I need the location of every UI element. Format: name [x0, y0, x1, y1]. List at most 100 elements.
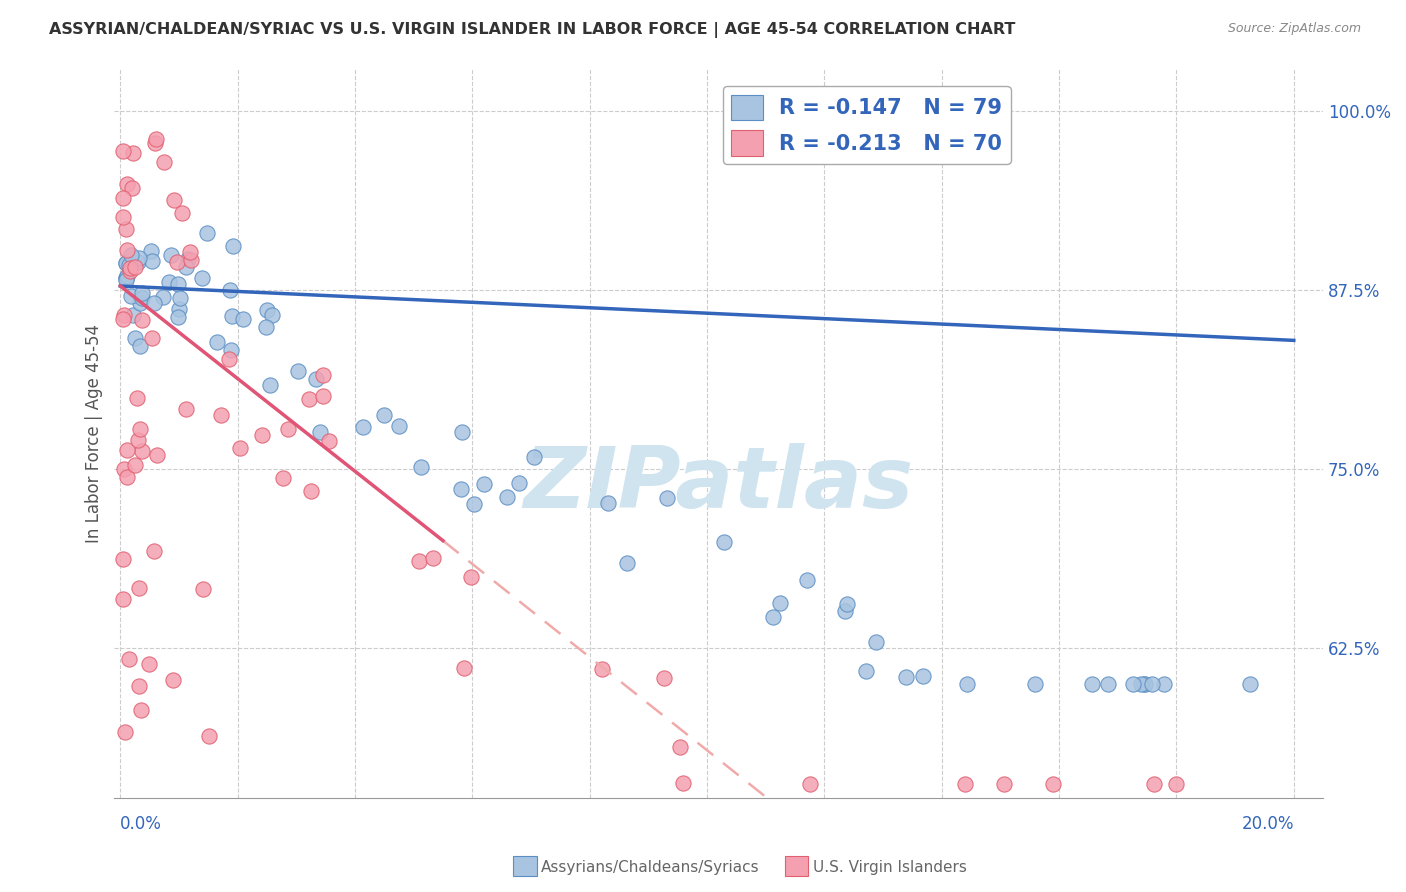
Point — [124, 458, 146, 472]
Point — [1239, 677, 1261, 691]
Point — [115, 222, 138, 236]
Point — [141, 331, 163, 345]
Point — [115, 271, 138, 285]
Point — [1140, 677, 1163, 691]
Point — [408, 554, 430, 568]
Point — [232, 312, 254, 326]
Point — [713, 535, 735, 549]
Point — [953, 777, 976, 791]
Point — [128, 295, 150, 310]
Text: Source: ZipAtlas.com: Source: ZipAtlas.com — [1227, 22, 1361, 36]
Point — [1133, 677, 1156, 691]
Point — [128, 422, 150, 436]
Point — [277, 422, 299, 436]
Point — [508, 475, 530, 490]
Point — [112, 211, 135, 225]
Text: U.S. Virgin Islanders: U.S. Virgin Islanders — [813, 860, 966, 874]
Point — [122, 145, 145, 160]
Point — [523, 450, 546, 464]
Point — [131, 291, 153, 305]
Point — [1133, 677, 1156, 691]
Legend: R = -0.147   N = 79, R = -0.213   N = 70: R = -0.147 N = 79, R = -0.213 N = 70 — [723, 87, 1011, 164]
Point — [124, 260, 146, 275]
Point — [221, 309, 243, 323]
Point — [167, 277, 190, 291]
Point — [1166, 777, 1188, 791]
Point — [260, 309, 283, 323]
Point — [311, 368, 333, 382]
Point — [115, 178, 138, 192]
Point — [254, 320, 277, 334]
Point — [309, 425, 332, 439]
Point — [122, 309, 145, 323]
Point — [388, 419, 411, 434]
Point — [1129, 677, 1152, 691]
Point — [453, 661, 475, 675]
Point — [834, 604, 856, 618]
Text: ASSYRIAN/CHALDEAN/SYRIAC VS U.S. VIRGIN ISLANDER IN LABOR FORCE | AGE 45-54 CORR: ASSYRIAN/CHALDEAN/SYRIAC VS U.S. VIRGIN … — [49, 22, 1015, 38]
Point — [1042, 777, 1064, 791]
Text: 20.0%: 20.0% — [1241, 815, 1294, 833]
Point — [219, 283, 242, 297]
Point — [1097, 677, 1119, 691]
Point — [128, 582, 150, 596]
Point — [596, 496, 619, 510]
Text: ZIPatlas: ZIPatlas — [523, 443, 914, 526]
Point — [115, 443, 138, 458]
Point — [112, 308, 135, 322]
Point — [1143, 777, 1166, 791]
Point — [115, 243, 138, 257]
Point — [118, 264, 141, 278]
Point — [142, 544, 165, 558]
Point — [956, 677, 979, 691]
Point — [166, 254, 188, 268]
Point — [163, 193, 186, 207]
Point — [176, 260, 198, 274]
Point — [115, 270, 138, 285]
Point — [1024, 677, 1046, 691]
Point — [198, 729, 221, 743]
Point — [129, 702, 152, 716]
Point — [174, 401, 197, 416]
Point — [229, 442, 252, 456]
Point — [769, 596, 792, 610]
Point — [112, 191, 135, 205]
Point — [128, 339, 150, 353]
Point — [191, 582, 214, 596]
Point — [124, 331, 146, 345]
Point — [218, 352, 240, 367]
Point — [112, 592, 135, 607]
Point — [127, 254, 149, 268]
Point — [167, 310, 190, 324]
Point — [142, 295, 165, 310]
Point — [120, 289, 142, 303]
Point — [669, 740, 692, 755]
Point — [125, 392, 148, 406]
Point — [138, 657, 160, 671]
Point — [120, 260, 142, 275]
Point — [160, 248, 183, 262]
Point — [912, 669, 935, 683]
Point — [121, 181, 143, 195]
Point — [167, 301, 190, 316]
Point — [112, 552, 135, 566]
Point — [312, 389, 335, 403]
Point — [112, 462, 135, 476]
Point — [169, 292, 191, 306]
Point — [762, 610, 785, 624]
Point — [117, 268, 139, 283]
Point — [112, 145, 135, 159]
Point — [157, 275, 180, 289]
Point — [259, 378, 281, 392]
Y-axis label: In Labor Force | Age 45-54: In Labor Force | Age 45-54 — [86, 324, 103, 543]
Point — [115, 256, 138, 270]
Point — [127, 433, 149, 447]
Point — [115, 256, 138, 270]
Point — [460, 570, 482, 584]
Point — [657, 491, 679, 505]
Point — [112, 312, 135, 326]
Point — [591, 662, 613, 676]
Point — [114, 724, 136, 739]
Point — [180, 252, 202, 267]
Text: 0.0%: 0.0% — [121, 815, 162, 833]
